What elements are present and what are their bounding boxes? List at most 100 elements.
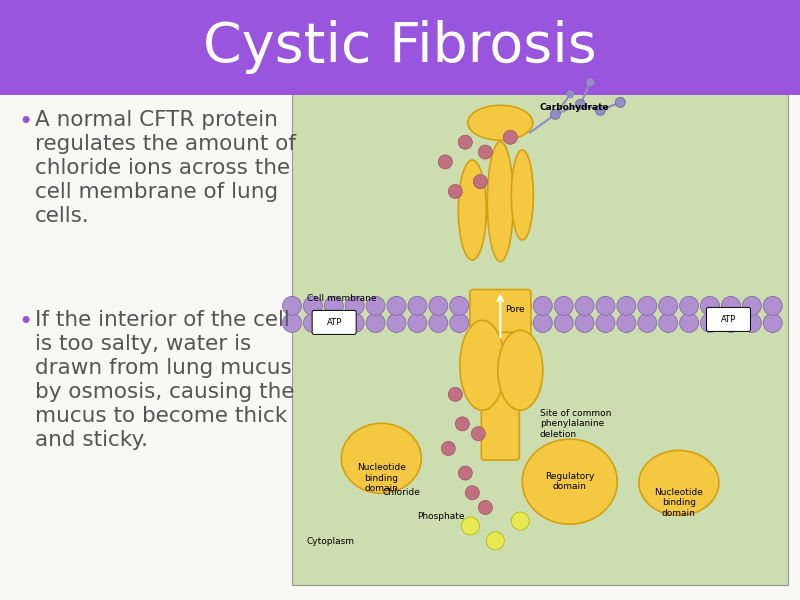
Circle shape xyxy=(566,91,574,98)
Circle shape xyxy=(478,500,492,514)
Ellipse shape xyxy=(511,150,534,240)
FancyBboxPatch shape xyxy=(470,290,531,338)
Text: Chloride: Chloride xyxy=(382,488,420,497)
Circle shape xyxy=(442,442,455,455)
Text: Site of common
phenylalanine
deletion: Site of common phenylalanine deletion xyxy=(540,409,611,439)
Circle shape xyxy=(474,175,487,188)
Circle shape xyxy=(596,313,615,332)
Circle shape xyxy=(471,427,486,440)
Circle shape xyxy=(448,388,462,401)
Circle shape xyxy=(458,135,472,149)
Circle shape xyxy=(511,512,530,530)
Text: A normal CFTR protein: A normal CFTR protein xyxy=(35,110,278,130)
Text: Carbohydrate: Carbohydrate xyxy=(540,103,610,112)
Circle shape xyxy=(366,296,385,316)
Ellipse shape xyxy=(342,423,422,493)
Circle shape xyxy=(491,313,510,332)
Circle shape xyxy=(503,130,518,144)
Circle shape xyxy=(282,313,302,332)
Text: If the interior of the cell: If the interior of the cell xyxy=(35,310,290,330)
Circle shape xyxy=(575,313,594,332)
Circle shape xyxy=(346,296,364,316)
Circle shape xyxy=(491,296,510,316)
Circle shape xyxy=(722,313,741,332)
Circle shape xyxy=(742,296,762,316)
Text: Nucleotide
binding
domain: Nucleotide binding domain xyxy=(357,463,406,493)
Circle shape xyxy=(387,313,406,332)
Text: regulates the amount of: regulates the amount of xyxy=(35,134,296,154)
Text: •: • xyxy=(18,310,32,334)
Circle shape xyxy=(429,296,448,316)
Ellipse shape xyxy=(458,160,486,260)
Circle shape xyxy=(638,296,657,316)
Circle shape xyxy=(701,296,719,316)
Ellipse shape xyxy=(522,439,618,524)
Circle shape xyxy=(408,296,427,316)
Circle shape xyxy=(438,155,452,169)
Circle shape xyxy=(458,466,472,480)
Circle shape xyxy=(617,313,636,332)
Circle shape xyxy=(450,313,469,332)
Ellipse shape xyxy=(460,320,505,410)
Circle shape xyxy=(455,417,470,431)
Ellipse shape xyxy=(487,142,514,262)
Circle shape xyxy=(303,313,322,332)
Circle shape xyxy=(513,296,531,316)
Circle shape xyxy=(466,486,479,500)
Text: by osmosis, causing the: by osmosis, causing the xyxy=(35,382,294,402)
Text: Nucleotide
binding
domain: Nucleotide binding domain xyxy=(654,488,703,518)
Text: chloride ions across the: chloride ions across the xyxy=(35,158,290,178)
Text: Cytoplasm: Cytoplasm xyxy=(307,536,355,545)
Text: ATP: ATP xyxy=(326,318,342,327)
Circle shape xyxy=(450,296,469,316)
Circle shape xyxy=(742,313,762,332)
Circle shape xyxy=(324,313,343,332)
Circle shape xyxy=(658,313,678,332)
Text: Cystic Fibrosis: Cystic Fibrosis xyxy=(203,20,597,74)
Circle shape xyxy=(429,313,448,332)
Circle shape xyxy=(470,313,490,332)
Circle shape xyxy=(534,313,552,332)
Circle shape xyxy=(534,296,552,316)
Circle shape xyxy=(513,313,531,332)
Text: drawn from lung mucus: drawn from lung mucus xyxy=(35,358,292,378)
Circle shape xyxy=(575,296,594,316)
Circle shape xyxy=(408,313,427,332)
Circle shape xyxy=(486,532,504,550)
Circle shape xyxy=(701,313,719,332)
Circle shape xyxy=(615,97,626,107)
Circle shape xyxy=(554,296,573,316)
Circle shape xyxy=(722,296,741,316)
Circle shape xyxy=(617,296,636,316)
Text: Cell membrane: Cell membrane xyxy=(307,294,376,303)
Text: cells.: cells. xyxy=(35,206,90,226)
Circle shape xyxy=(595,106,606,115)
Text: ATP: ATP xyxy=(721,315,736,324)
Circle shape xyxy=(658,296,678,316)
Circle shape xyxy=(470,296,490,316)
Text: Phosphate: Phosphate xyxy=(417,512,465,521)
Circle shape xyxy=(366,313,385,332)
Text: Pore: Pore xyxy=(506,305,525,314)
Text: is too salty, water is: is too salty, water is xyxy=(35,334,251,354)
Circle shape xyxy=(763,296,782,316)
Text: mucus to become thick: mucus to become thick xyxy=(35,406,287,426)
Circle shape xyxy=(387,296,406,316)
Circle shape xyxy=(586,79,594,86)
Ellipse shape xyxy=(468,105,533,140)
Circle shape xyxy=(462,517,479,535)
Circle shape xyxy=(763,313,782,332)
Circle shape xyxy=(324,296,343,316)
FancyBboxPatch shape xyxy=(312,310,356,334)
FancyBboxPatch shape xyxy=(482,332,519,460)
Circle shape xyxy=(680,313,698,332)
Text: cell membrane of lung: cell membrane of lung xyxy=(35,182,278,202)
Circle shape xyxy=(550,109,560,119)
Circle shape xyxy=(575,100,586,109)
Ellipse shape xyxy=(498,330,543,410)
Circle shape xyxy=(448,184,462,199)
Bar xyxy=(0,0,800,95)
Text: Regulatory
domain: Regulatory domain xyxy=(545,472,594,491)
Circle shape xyxy=(638,313,657,332)
Text: and sticky.: and sticky. xyxy=(35,430,148,450)
